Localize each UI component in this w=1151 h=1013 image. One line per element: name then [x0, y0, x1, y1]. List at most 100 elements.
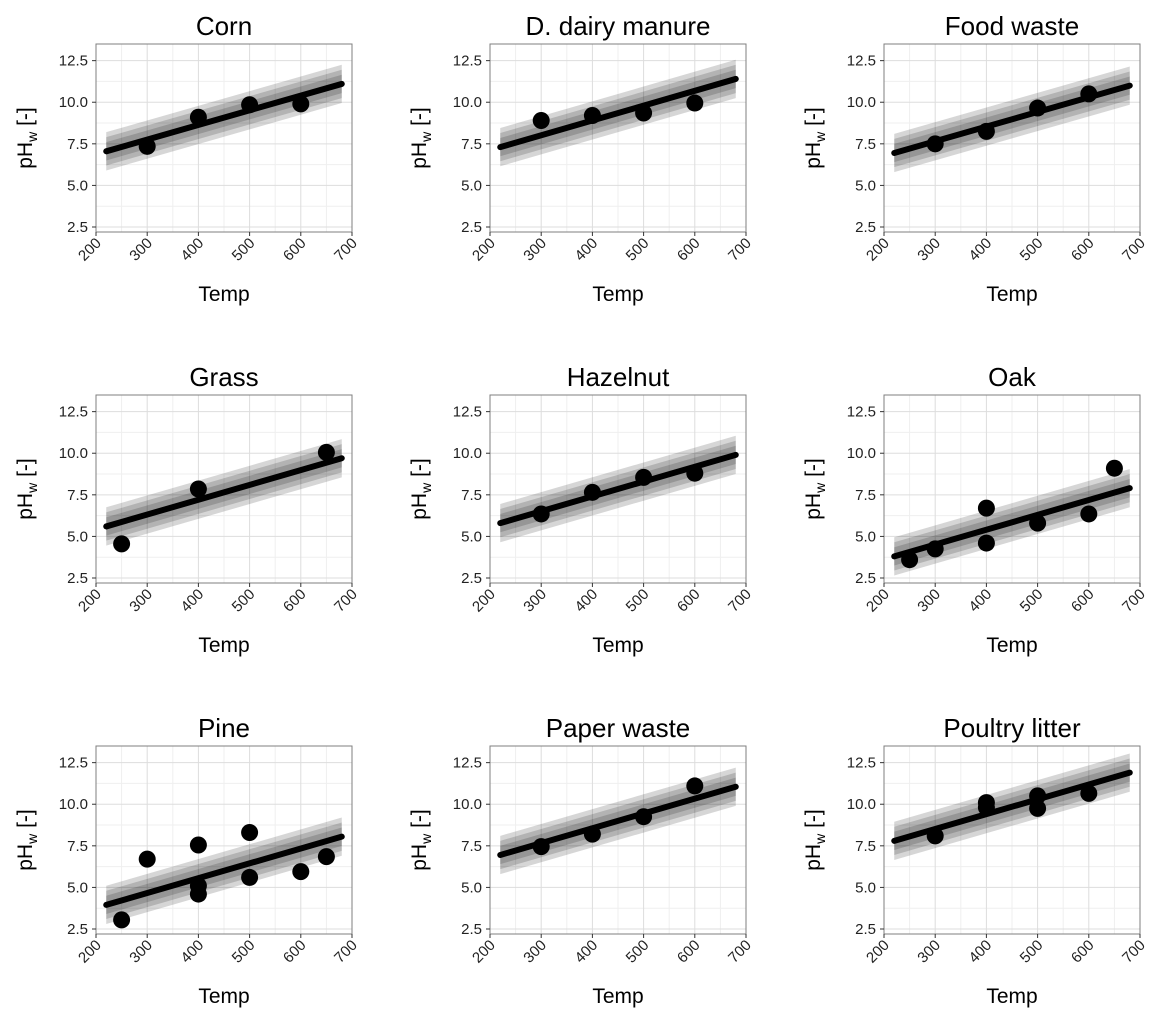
facet-panel: 2.5 5.0 7.5 10.0 12.5 200 300 400 500 600 700 D. da…	[408, 11, 755, 306]
x-tick-label: 600	[1068, 937, 1098, 967]
facet-panel: 2.5 5.0 7.5 10.0 12.5 200 300 400 500 600 700 Hazel…	[408, 362, 755, 657]
x-tick-label: 300	[914, 937, 944, 967]
x-axis-title: Temp	[986, 985, 1037, 1008]
data-point	[532, 505, 550, 523]
x-tick-label: 700	[1119, 235, 1149, 265]
data-point	[977, 799, 995, 817]
facet-panel: 2.5 5.0 7.5 10.0 12.5 200 300 400 500 600 700 Paper…	[408, 713, 755, 1008]
y-tick-label: 10.0	[453, 796, 482, 813]
data-point	[635, 104, 653, 122]
data-point	[138, 137, 156, 155]
data-point	[583, 483, 601, 501]
x-tick-label: 300	[520, 586, 550, 616]
x-tick-label: 500	[623, 235, 653, 265]
x-axis-title: Temp	[198, 985, 249, 1008]
y-axis-title: pHw [-]	[14, 107, 40, 168]
y-tick-label: 7.5	[855, 136, 876, 153]
data-point	[583, 107, 601, 125]
data-point	[189, 836, 207, 854]
y-tick-label: 7.5	[461, 838, 482, 855]
y-tick-label: 5.0	[67, 879, 88, 896]
y-tick-label: 12.5	[59, 404, 88, 421]
data-point	[138, 850, 156, 868]
x-tick-label: 300	[520, 937, 550, 967]
y-tick-label: 12.5	[59, 53, 88, 70]
y-tick-label: 10.0	[59, 796, 88, 813]
data-point	[292, 95, 310, 113]
panel-title: Food waste	[945, 11, 1079, 41]
data-point	[686, 464, 704, 482]
y-axis-title: pHw [-]	[408, 458, 434, 519]
x-tick-label: 400	[572, 586, 602, 616]
y-tick-label: 12.5	[847, 53, 876, 70]
y-tick-label: 12.5	[453, 404, 482, 421]
x-tick-label: 300	[126, 937, 156, 967]
data-point	[113, 911, 131, 929]
x-tick-label: 600	[280, 586, 310, 616]
x-tick-label: 500	[229, 235, 259, 265]
data-point	[1080, 784, 1098, 802]
x-tick-label: 500	[1017, 937, 1047, 967]
x-tick-label: 300	[520, 235, 550, 265]
data-point	[317, 848, 335, 866]
panel-border	[883, 43, 1141, 233]
facet-panel: 2.5 5.0 7.5 10.0 12.5 200 300 400 500 600 700 Poult…	[802, 713, 1149, 1008]
x-axis-title: Temp	[198, 634, 249, 657]
data-point	[977, 534, 995, 552]
facet-panel: 2.5 5.0 7.5 10.0 12.5 200 300 400 500 600 700 Grass…	[14, 362, 361, 657]
x-axis-title: Temp	[592, 985, 643, 1008]
data-point	[977, 499, 995, 517]
y-axis-title: pHw [-]	[802, 458, 828, 519]
data-point	[686, 94, 704, 112]
y-axis-title: pHw [-]	[14, 458, 40, 519]
data-point	[1105, 459, 1123, 477]
panel-title: Hazelnut	[567, 362, 670, 392]
x-axis-title: Temp	[592, 634, 643, 657]
data-point	[926, 540, 944, 558]
y-tick-label: 10.0	[453, 445, 482, 462]
x-tick-label: 600	[674, 937, 704, 967]
panel-title: Pine	[198, 713, 250, 743]
data-point	[583, 825, 601, 843]
panel-title: Poultry litter	[943, 713, 1081, 743]
y-axis-title: pHw [-]	[802, 809, 828, 870]
y-tick-label: 10.0	[59, 94, 88, 111]
x-tick-label: 600	[1068, 586, 1098, 616]
y-tick-label: 10.0	[847, 445, 876, 462]
data-point	[1029, 799, 1047, 817]
x-tick-label: 400	[572, 937, 602, 967]
y-tick-label: 5.0	[461, 177, 482, 194]
y-tick-label: 5.0	[855, 528, 876, 545]
x-axis-title: Temp	[986, 634, 1037, 657]
x-tick-label: 400	[966, 586, 996, 616]
y-tick-label: 2.5	[461, 570, 482, 587]
x-tick-label: 500	[623, 937, 653, 967]
y-tick-label: 12.5	[453, 755, 482, 772]
data-point	[113, 535, 131, 553]
y-tick-label: 5.0	[461, 879, 482, 896]
fit-line	[497, 75, 739, 151]
y-tick-label: 12.5	[59, 755, 88, 772]
panel-border	[95, 394, 353, 584]
facet-panel: 2.5 5.0 7.5 10.0 12.5 200 300 400 500 600 700 Corn T…	[14, 11, 361, 306]
x-tick-label: 400	[178, 586, 208, 616]
data-point	[686, 777, 704, 795]
x-axis-title: Temp	[986, 283, 1037, 306]
panel-title: Corn	[196, 11, 252, 41]
x-tick-label: 300	[126, 586, 156, 616]
panel-title: D. dairy manure	[526, 11, 711, 41]
panel-title: Oak	[988, 362, 1037, 392]
x-tick-label: 200	[863, 937, 893, 967]
y-tick-label: 7.5	[67, 487, 88, 504]
x-tick-label: 200	[75, 937, 105, 967]
x-tick-label: 500	[623, 586, 653, 616]
x-axis-title: Temp	[198, 283, 249, 306]
fit-line	[103, 455, 345, 530]
x-tick-label: 400	[966, 235, 996, 265]
y-tick-label: 5.0	[67, 528, 88, 545]
data-point	[189, 108, 207, 126]
y-tick-label: 7.5	[461, 487, 482, 504]
facet-panel: 2.5 5.0 7.5 10.0 12.5 200 300 400 500 600 700 Pine T…	[14, 713, 361, 1008]
x-tick-label: 400	[178, 235, 208, 265]
data-point	[635, 468, 653, 486]
